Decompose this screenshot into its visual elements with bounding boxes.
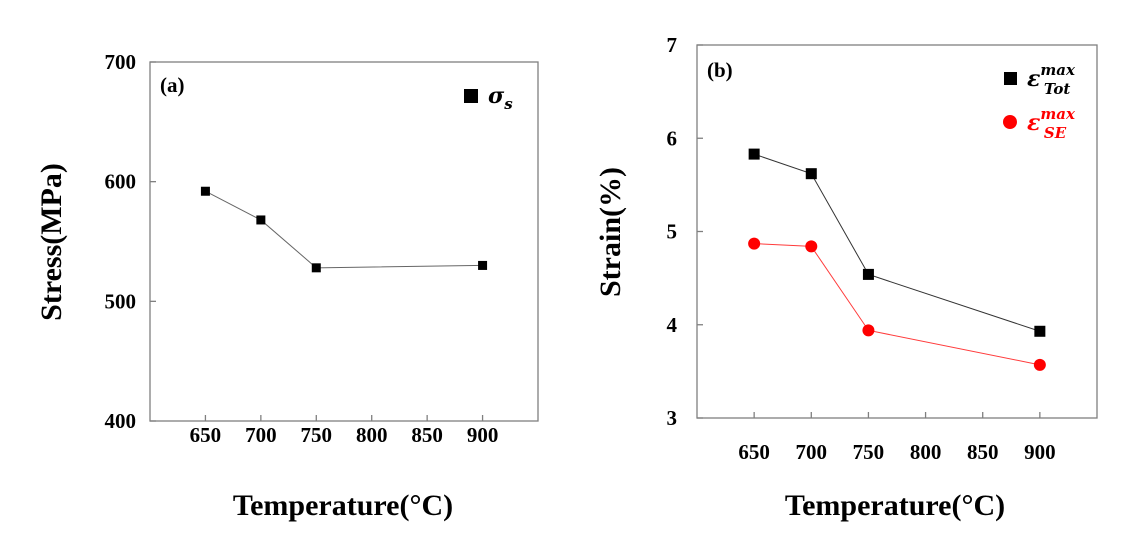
y-tick-label: 5 [667,220,678,244]
y-ticks-b: 3 4 5 6 7 [667,33,703,430]
series-line-b-1 [754,243,1040,366]
x-axis-title-a: Temperature(°C) [233,489,453,522]
y-ticks-a: 400 500 600 700 [105,50,156,433]
x-tick-label: 900 [467,423,499,447]
x-tick-label: 800 [910,440,942,464]
data-point [862,268,874,280]
data-point [200,186,210,196]
panel-label-b: (b) [707,58,733,82]
plot-frame-a [149,61,539,422]
data-point [805,168,817,180]
panel-label-a: (a) [160,73,185,97]
panel-b: (b) Temperature(°C) Strain(%) 650 700 750 8… [594,33,1098,522]
series-group-b [748,148,1046,371]
legend-marker-eps-tot [1004,72,1017,85]
x-tick-label: 850 [967,440,999,464]
y-tick-label: 4 [667,313,678,337]
y-tick-label: 6 [667,126,678,150]
legend-a: σs [464,83,513,113]
y-tick-label: 700 [105,50,137,74]
x-tick-label: 750 [301,423,333,447]
x-axis-title-b: Temperature(°C) [785,489,1005,522]
x-ticks-b: 650 700 750 800 850 900 [738,412,1056,464]
y-tick-label: 3 [667,406,678,430]
data-point [478,260,488,270]
x-tick-label: 650 [190,423,222,447]
x-tick-label: 700 [245,423,277,447]
y-axis-title-a: Stress(MPa) [35,163,68,321]
series-line-b-0 [753,153,1041,332]
x-tick-label: 800 [356,423,388,447]
data-point [805,240,818,253]
data-point [862,324,875,337]
legend-b: εmax Tot εmax SE [1003,61,1076,142]
data-point [1033,358,1046,371]
legend-marker-sigma-s [464,89,478,103]
panel-a: (a) Temperature(°C) Stress(MPa) 650 700 75… [35,50,539,522]
x-tick-label: 700 [796,440,828,464]
y-tick-label: 600 [105,170,137,194]
series-line-a-0 [205,190,483,269]
y-axis-title-b: Strain(%) [594,167,627,297]
y-tick-label: 7 [667,33,678,57]
y-tick-label: 400 [105,409,137,433]
legend-label-eps-tot: εmax Tot [1027,61,1076,98]
x-ticks-a: 650 700 750 800 850 900 [190,415,499,447]
data-point [748,237,761,250]
legend-label-sigma-s: σs [488,83,513,113]
data-point [311,263,321,273]
series-group-a [200,186,488,273]
x-tick-label: 900 [1024,440,1056,464]
legend-marker-eps-se [1003,115,1017,129]
x-tick-label: 750 [853,440,885,464]
data-point [748,148,760,160]
x-tick-label: 850 [411,423,443,447]
y-tick-label: 500 [105,289,137,313]
x-tick-label: 650 [738,440,770,464]
legend-label-eps-se: εmax SE [1027,105,1076,142]
data-point [256,215,266,225]
data-point [1034,325,1046,337]
